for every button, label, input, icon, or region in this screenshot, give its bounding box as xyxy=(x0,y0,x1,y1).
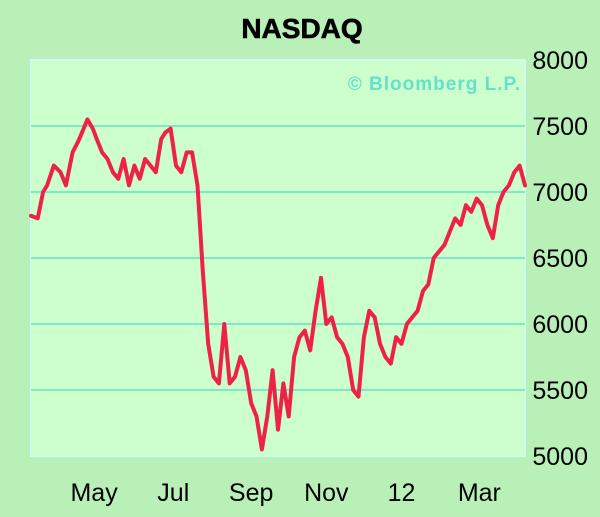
y-tick-label: 8000 xyxy=(532,47,588,75)
y-tick-label: 5500 xyxy=(532,377,588,405)
x-tick-label: Sep xyxy=(229,479,273,507)
chart-title: NASDAQ xyxy=(241,13,362,44)
y-tick-label: 7000 xyxy=(532,179,588,207)
x-tick-label: Mar xyxy=(458,479,501,507)
y-tick-label: 5000 xyxy=(532,443,588,471)
x-tick-label: Nov xyxy=(304,479,349,507)
y-tick-label: 6500 xyxy=(532,245,588,273)
y-tick-label: 6000 xyxy=(532,311,588,339)
x-tick-label: 12 xyxy=(388,479,416,507)
gridlines xyxy=(31,125,525,391)
x-tick-label: May xyxy=(70,479,118,507)
y-axis-tick-labels: 8000 7500 7000 6500 6000 5500 5000 xyxy=(532,47,588,471)
series-line xyxy=(29,117,527,452)
credit-label: © Bloomberg L.P. xyxy=(348,74,521,95)
series-lines xyxy=(29,117,527,452)
y-tick-label: 7500 xyxy=(532,113,588,141)
x-tick-label: Jul xyxy=(157,479,189,507)
x-axis-tick-labels: May Jul Sep Nov 12 Mar xyxy=(70,479,500,507)
